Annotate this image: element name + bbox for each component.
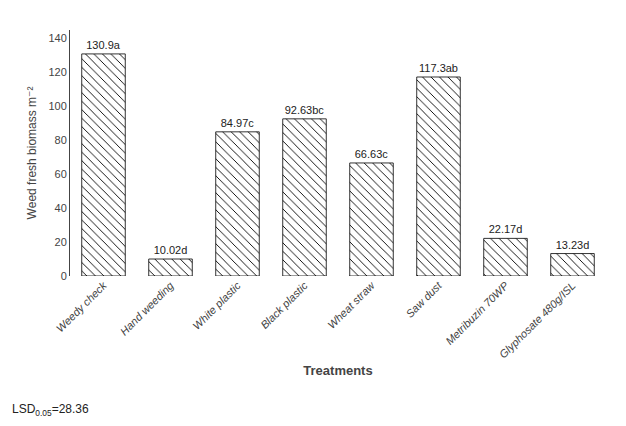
svg-text:LSD​0.05​=28.36: LSD​0.05​=28.36	[12, 402, 89, 418]
svg-text:Black plastic: Black plastic	[258, 279, 310, 331]
svg-text:140: 140	[48, 32, 66, 44]
svg-text:66.63c: 66.63c	[355, 148, 389, 160]
svg-text:117.3ab: 117.3ab	[419, 62, 458, 74]
svg-text:13.23d: 13.23d	[556, 239, 590, 251]
svg-text:Treatments: Treatments	[303, 363, 372, 378]
svg-text:Weedy check: Weedy check	[54, 279, 109, 334]
svg-text:0: 0	[61, 270, 67, 282]
svg-text:Metribuzin 70WP: Metribuzin 70WP	[443, 279, 511, 347]
svg-text:Weed fresh biomass m⁻²: Weed fresh biomass m⁻²	[25, 87, 39, 220]
svg-text:120: 120	[48, 66, 66, 78]
svg-text:84.97c: 84.97c	[221, 117, 255, 129]
svg-text:Glyphosate 480g/ISL: Glyphosate 480g/ISL	[497, 279, 578, 360]
svg-text:60: 60	[55, 168, 67, 180]
svg-text:92.63bc: 92.63bc	[285, 104, 325, 116]
svg-text:Hand weeding: Hand weeding	[118, 279, 177, 338]
svg-text:22.17d: 22.17d	[489, 223, 523, 235]
svg-text:40: 40	[55, 202, 67, 214]
svg-text:10.02d: 10.02d	[154, 244, 188, 256]
svg-text:Wheat straw: Wheat straw	[325, 279, 377, 331]
svg-text:Saw dust: Saw dust	[403, 279, 444, 320]
svg-text:80: 80	[55, 134, 67, 146]
svg-text:White plastic: White plastic	[190, 279, 243, 332]
svg-text:20: 20	[55, 236, 67, 248]
svg-text:100: 100	[48, 100, 66, 112]
svg-text:130.9a: 130.9a	[86, 39, 121, 51]
